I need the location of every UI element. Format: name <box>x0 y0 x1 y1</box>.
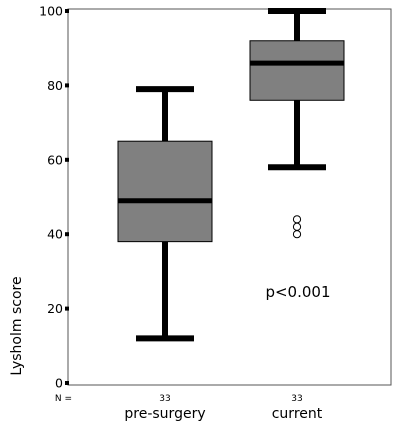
y-tick-mark-80 <box>65 83 69 88</box>
current-box <box>249 40 345 101</box>
y-tick-mark-20 <box>65 306 69 311</box>
p-value-annotation: p<0.001 <box>265 283 330 301</box>
n-label: N = <box>55 394 72 404</box>
plot-frame <box>67 8 392 386</box>
y-tick-mark-100 <box>65 9 69 13</box>
pre-surgery-n-value: 33 <box>159 394 170 404</box>
y-tick-mark-0 <box>65 381 69 385</box>
pre-surgery-box <box>117 140 213 243</box>
x-axis-labels: 33 pre-surgery 33 current <box>124 394 322 422</box>
y-tick-label-100: 100 <box>39 4 63 19</box>
y-tick-label-0: 0 <box>55 376 63 391</box>
y-tick-label-60: 60 <box>47 152 63 167</box>
current-outlier-1 <box>292 222 302 231</box>
y-axis: 0 20 40 60 80 100 <box>39 4 69 391</box>
y-axis-title: Lysholm score <box>9 276 25 375</box>
x-category-label-pre-surgery: pre-surgery <box>124 406 205 422</box>
y-tick-label-20: 20 <box>47 301 63 316</box>
current-outlier-2 <box>292 230 302 239</box>
x-category-label-current: current <box>272 406 323 422</box>
y-tick-mark-60 <box>65 157 69 162</box>
y-tick-label-80: 80 <box>47 78 63 93</box>
current-outlier-0 <box>292 215 302 224</box>
y-tick-label-40: 40 <box>47 227 63 242</box>
y-tick-mark-40 <box>65 232 69 237</box>
current-n-value: 33 <box>291 394 302 404</box>
box-marks <box>117 8 345 342</box>
